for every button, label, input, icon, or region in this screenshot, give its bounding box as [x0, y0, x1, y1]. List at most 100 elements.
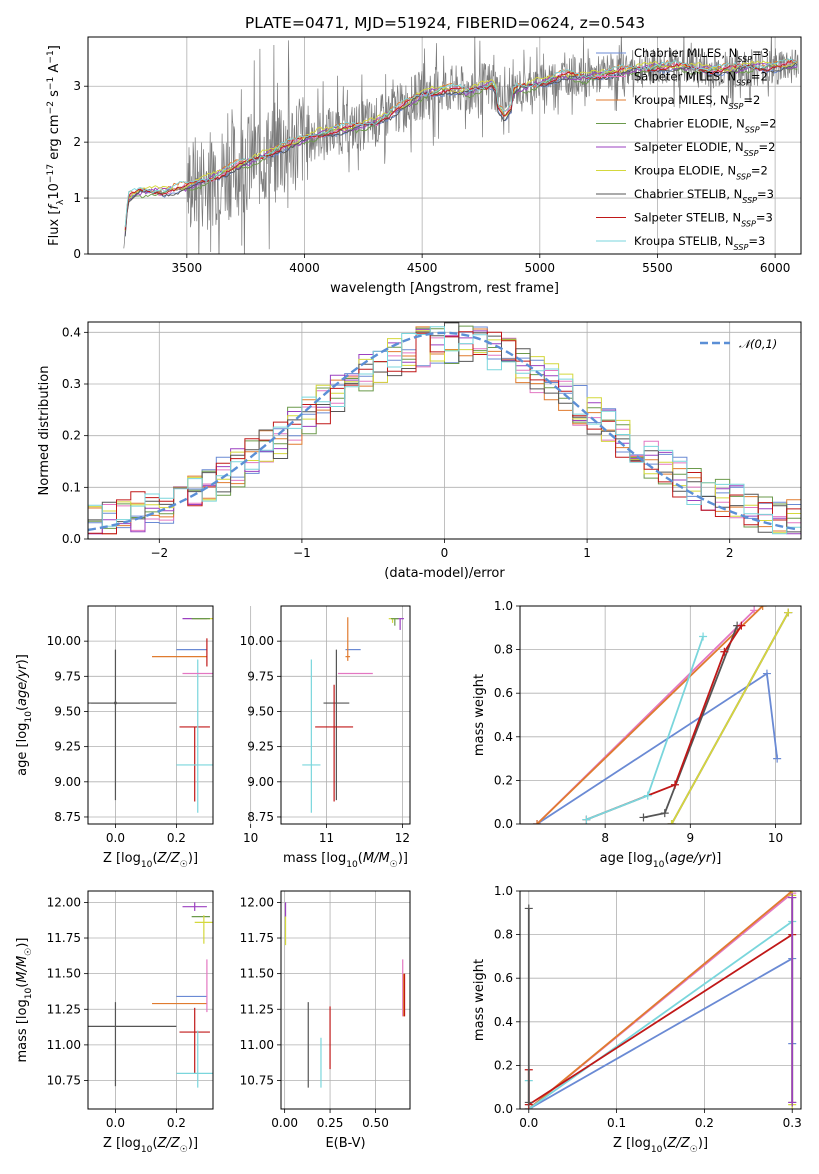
histogram-ytick-label: 0.3	[62, 377, 81, 391]
mass-vs-z-axes: 0.0 0.2 10.75 11.00 11.25 11.50 11.75 12.00 Z [l…	[15, 891, 213, 1155]
mass-weight-marker	[788, 1098, 797, 1107]
mass-weight-marker	[660, 809, 669, 818]
massweight-vs-age-ytick-label: 0.0	[494, 817, 513, 831]
mass-weight-marker	[737, 621, 746, 630]
legend-entry-label: Salpeter ELODIE, NSSP=2	[634, 140, 775, 158]
legend-entry-label: Kroupa ELODIE, NSSP=2	[634, 164, 768, 182]
mass-vs-ebv-xlabel: E(B-V)	[325, 1136, 365, 1151]
histogram-ylabel: Normed distribution	[37, 366, 52, 496]
histogram-frame	[87, 321, 802, 540]
massweight-vs-age-ytick-label: 0.2	[494, 773, 513, 787]
legend-entry-label: Chabrier MILES, NSSP=3	[634, 46, 769, 64]
spectrum-ylabel: Flux [fλ10−17 erg cm−2 s−1 A−1]	[46, 45, 66, 246]
massweight-vs-age-xtick-label: 8	[601, 831, 609, 845]
spectrum-xtick-label: 5000	[525, 261, 556, 275]
age-vs-mass-frame	[280, 605, 411, 825]
massweight-vs-age-xlabel: age [log10(age/yr)]	[600, 851, 722, 870]
mass-weight-marker	[784, 608, 793, 617]
massweight-vs-z-xlabel: Z [log10(Z/Z☉)]	[613, 1136, 708, 1155]
age-vs-z-frame	[87, 605, 214, 825]
model-spectrum-line	[124, 62, 798, 237]
massweight-vs-z-ytick-label: 0.0	[494, 1102, 513, 1116]
age-vs-z-ytick-label: 9.25	[54, 740, 81, 754]
mass-weight-marker	[524, 904, 533, 913]
normal-reference-curve	[88, 331, 799, 532]
mass-weight-line	[527, 933, 793, 1107]
spectrum-frame	[87, 36, 802, 255]
age-vs-mass-ytick-label: 9.25	[247, 740, 274, 754]
age-vs-z-axes: 0.0 0.2 8.75 9.00 9.25 9.50 9.75 10.00 Z [log10(…	[15, 606, 213, 870]
age-vs-z-ylabel: age [log10(age/yr)]	[15, 654, 34, 776]
massweight-vs-z-ytick-label: 0.4	[494, 1015, 513, 1029]
age-vs-mass-axes: 10 11 12 8.75 9.00 9.25 9.50 9.75 10.00 mass [log…	[240, 606, 410, 870]
mass-weight-marker	[670, 780, 679, 789]
histogram-xtick-label: 1	[583, 546, 591, 560]
mass-vs-z-ytick-label: 11.00	[47, 1038, 81, 1052]
histogram-xtick-label: 2	[726, 546, 734, 560]
mass-vs-z-ytick-label: 11.75	[47, 931, 81, 945]
histogram-legend: 𝒩(0,1)	[700, 337, 777, 351]
massweight-vs-z-xtick-label: 0.1	[607, 1116, 626, 1130]
spectrum-ytick-label: 0	[73, 247, 81, 261]
massweight-vs-age-frame	[519, 605, 802, 825]
massweight-vs-z-xtick-label: 0.0	[519, 1116, 538, 1130]
age-vs-mass-xlabel: mass [log10(M/M☉)]	[283, 851, 408, 870]
age-vs-mass-ytick-label: 9.75	[247, 669, 274, 683]
massweight-vs-age-ytick-label: 0.4	[494, 730, 513, 744]
spectrum-xtick-label: 4500	[407, 261, 438, 275]
legend-entry-label: Kroupa STELIB, NSSP=3	[634, 234, 765, 252]
spectrum-xtick-label: 4000	[289, 261, 320, 275]
spectrum-xtick-label: 5500	[642, 261, 673, 275]
age-vs-z-xtick-label: 0.0	[106, 831, 125, 845]
legend-entry-label: Kroupa MILES, NSSP=2	[634, 93, 760, 111]
spectrum-ytick-label: 2	[73, 135, 81, 149]
mass-weight-marker	[582, 815, 591, 824]
mass-weight-marker	[524, 1098, 533, 1107]
histogram-step-line	[88, 326, 801, 535]
massweight-vs-age-ytick-label: 0.6	[494, 686, 513, 700]
massweight-vs-z-ytick-label: 0.2	[494, 1058, 513, 1072]
histogram-ytick-label: 0.2	[62, 429, 81, 443]
model-spectrum-line	[124, 58, 798, 228]
histogram-ytick-label: 0.1	[62, 480, 81, 494]
massweight-vs-z-plot-area	[524, 891, 797, 1109]
massweight-vs-age-plot-area	[533, 606, 793, 824]
histogram-ytick-label: 0.0	[62, 532, 81, 546]
mass-weight-line	[536, 606, 764, 824]
histogram-plot-area	[88, 322, 801, 535]
massweight-vs-age-xtick-label: 10	[768, 831, 783, 845]
spectrum-xtick-label: 6000	[760, 261, 791, 275]
mass-vs-ebv-axes: 0.00 0.25 0.50 10.75 11.00 11.25 11.50 11.75 12.…	[240, 891, 410, 1151]
age-vs-z-ytick-label: 9.50	[54, 704, 81, 718]
mass-vs-z-xtick-label: 0.0	[106, 1116, 125, 1130]
mass-vs-ebv-ytick-label: 11.75	[240, 931, 274, 945]
massweight-vs-age-ylabel: mass weight	[472, 674, 487, 756]
mass-vs-z-frame	[87, 890, 214, 1110]
mass-vs-z-ytick-label: 12.00	[47, 895, 81, 909]
mass-vs-z-ylabel: mass [log10(M/M☉)]	[15, 938, 34, 1063]
legend-entry-label: Salpeter STELIB, NSSP=3	[634, 211, 773, 229]
massweight-vs-z-ytick-label: 0.8	[494, 928, 513, 942]
mass-vs-ebv-ytick-label: 12.00	[240, 895, 274, 909]
mass-weight-line	[528, 957, 794, 1109]
mass-weight-marker	[720, 647, 729, 656]
age-vs-z-ytick-label: 9.00	[54, 775, 81, 789]
age-vs-mass-xtick-label: 11	[319, 831, 334, 845]
age-vs-z-xlabel: Z [log10(Z/Z☉)]	[103, 851, 198, 870]
mass-weight-marker	[773, 754, 782, 763]
mass-weight-line	[670, 612, 789, 824]
histogram-xtick-label: −1	[293, 546, 311, 560]
mass-vs-z-xtick-label: 0.2	[167, 1116, 186, 1130]
histogram-xtick-label: −2	[150, 546, 168, 560]
mass-vs-ebv-ytick-label: 11.50	[240, 967, 274, 981]
spectrum-legend: Chabrier MILES, NSSP=3 Salpeter MILES, NS…	[596, 46, 777, 252]
histogram-ytick-label: 0.4	[62, 325, 81, 339]
mass-vs-z-xlabel: Z [log10(Z/Z☉)]	[103, 1136, 198, 1155]
age-vs-mass-ytick-label: 9.50	[247, 704, 274, 718]
massweight-vs-z-xtick-label: 0.3	[783, 1116, 802, 1130]
age-vs-z-ytick-label: 8.75	[54, 810, 81, 824]
mass-weight-marker	[788, 893, 797, 902]
spectrum-ytick-label: 3	[73, 79, 81, 93]
mass-weight-marker	[758, 606, 767, 610]
